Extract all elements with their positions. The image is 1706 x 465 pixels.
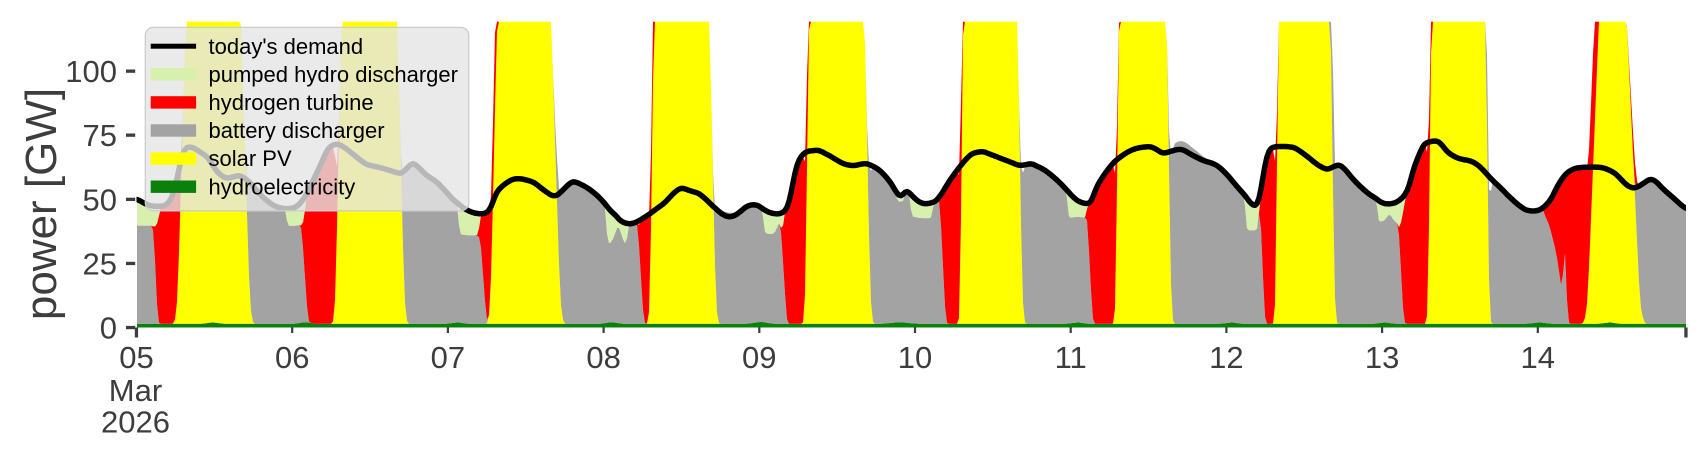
svg-text:25: 25: [83, 246, 117, 281]
svg-text:13: 13: [1365, 340, 1399, 375]
svg-text:solar PV: solar PV: [209, 146, 292, 171]
svg-text:Mar: Mar: [109, 373, 162, 408]
svg-text:today's demand: today's demand: [209, 34, 364, 59]
svg-text:battery discharger: battery discharger: [209, 118, 385, 143]
svg-text:09: 09: [742, 340, 776, 375]
svg-text:11: 11: [1055, 340, 1087, 375]
svg-text:hydrogen turbine: hydrogen turbine: [209, 90, 374, 115]
svg-text:14: 14: [1521, 340, 1555, 375]
svg-text:50: 50: [83, 182, 117, 217]
svg-text:75: 75: [83, 118, 117, 153]
svg-text:power [GW]: power [GW]: [17, 88, 66, 320]
svg-text:2026: 2026: [101, 405, 170, 440]
svg-text:06: 06: [275, 340, 309, 375]
svg-text:100: 100: [65, 54, 117, 89]
svg-text:10: 10: [898, 340, 932, 375]
svg-text:pumped hydro discharger: pumped hydro discharger: [209, 62, 458, 87]
svg-text:12: 12: [1209, 340, 1243, 375]
svg-text:08: 08: [586, 340, 620, 375]
svg-text:07: 07: [431, 340, 465, 375]
svg-text:0: 0: [100, 311, 117, 346]
svg-text:05: 05: [119, 340, 153, 375]
svg-text:hydroelectricity: hydroelectricity: [209, 174, 356, 199]
